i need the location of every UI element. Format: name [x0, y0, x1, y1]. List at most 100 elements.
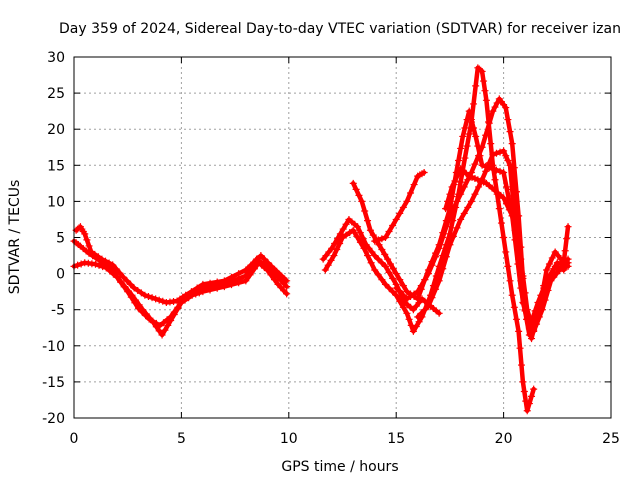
data-point-marker [389, 221, 397, 229]
data-point-marker [403, 197, 411, 205]
data-point-marker [220, 277, 228, 285]
data-point-marker [134, 286, 142, 294]
data-point-marker [364, 252, 372, 260]
data-point-marker [558, 262, 566, 270]
y-tick-label: 10 [47, 194, 65, 210]
data-point-marker [508, 140, 516, 148]
data-point-marker [117, 278, 125, 286]
data-point-marker [206, 279, 214, 287]
data-point-marker [132, 296, 140, 304]
data-point-marker [424, 302, 432, 310]
data-point-marker [407, 292, 415, 300]
data-point-marker [77, 260, 85, 268]
data-point-marker [547, 277, 555, 285]
data-point-marker [319, 255, 327, 263]
data-point-marker [453, 197, 461, 205]
data-point-marker [403, 288, 411, 296]
data-point-marker [105, 259, 113, 267]
data-point-marker [182, 291, 190, 299]
data-point-marker [471, 190, 479, 198]
data-point-marker [491, 176, 499, 184]
data-point-marker [534, 298, 542, 306]
data-point-marker [444, 197, 452, 205]
data-point-marker [381, 280, 389, 288]
series-track-5 [321, 64, 538, 415]
data-point-marker [81, 230, 89, 238]
data-point-marker [521, 289, 529, 297]
data-point-marker [500, 169, 508, 177]
data-point-marker [160, 319, 167, 327]
data-point-marker [517, 255, 525, 263]
data-point-marker [540, 284, 548, 292]
y-tick-label: 0 [56, 267, 65, 283]
data-point-marker [492, 166, 500, 174]
data-point-marker [149, 319, 157, 327]
data-point-marker [375, 241, 383, 249]
data-point-marker [170, 311, 178, 319]
data-point-marker [339, 225, 347, 233]
data-point-marker [506, 161, 514, 169]
data-point-marker [439, 265, 447, 273]
data-point-marker [485, 119, 493, 127]
data-point-marker [187, 288, 195, 296]
data-point-marker [325, 248, 333, 256]
data-point-marker [502, 104, 510, 112]
data-point-marker [135, 301, 143, 309]
data-point-marker [142, 310, 150, 318]
data-point-marker [252, 256, 260, 264]
data-point-marker [442, 253, 450, 261]
y-tick-label: -10 [42, 339, 65, 355]
data-point-marker [561, 259, 569, 267]
data-point-marker [493, 99, 501, 107]
data-point-marker [91, 250, 99, 258]
data-point-marker [283, 290, 291, 298]
data-point-marker [520, 388, 528, 396]
series-track-7 [371, 169, 428, 245]
data-point-marker [489, 150, 497, 158]
data-point-marker [432, 285, 440, 293]
data-point-marker [327, 256, 335, 264]
data-point-marker [561, 247, 569, 255]
data-point-marker [356, 238, 364, 246]
series-line [372, 170, 427, 244]
data-point-marker [360, 244, 368, 252]
data-point-marker [543, 266, 551, 274]
data-point-marker [321, 266, 329, 274]
series-line [443, 166, 571, 334]
data-point-marker [161, 326, 169, 334]
data-point-marker [487, 140, 495, 148]
x-tick-label: 5 [177, 431, 186, 447]
data-point-marker [109, 261, 117, 269]
data-point-marker [525, 313, 533, 321]
data-point-marker [257, 252, 265, 260]
data-point-marker [199, 280, 207, 288]
data-point-marker [449, 232, 457, 240]
data-point-marker [504, 156, 512, 164]
data-point-marker [148, 294, 156, 302]
data-point-marker [492, 149, 500, 157]
data-point-marker [389, 265, 397, 273]
data-point-marker [381, 250, 389, 258]
data-point-marker [152, 295, 160, 303]
data-point-marker [352, 185, 360, 193]
data-point-marker [555, 266, 563, 274]
data-point-marker [164, 321, 172, 329]
data-point-marker [504, 262, 512, 270]
data-point-marker [127, 280, 135, 288]
data-point-marker [505, 206, 513, 214]
data-point-marker [481, 87, 489, 95]
data-point-marker [74, 261, 82, 269]
data-point-marker [530, 385, 538, 393]
data-point-marker [159, 297, 167, 305]
data-point-marker [410, 181, 418, 189]
data-point-marker [87, 248, 95, 256]
data-point-marker [496, 167, 504, 175]
data-point-marker [158, 331, 166, 339]
data-point-marker [392, 284, 400, 292]
data-point-marker [268, 262, 276, 270]
data-point-marker [460, 209, 468, 217]
data-point-marker [155, 327, 163, 335]
data-point-marker [471, 160, 479, 168]
data-point-marker [417, 309, 425, 317]
data-point-marker [518, 361, 525, 369]
